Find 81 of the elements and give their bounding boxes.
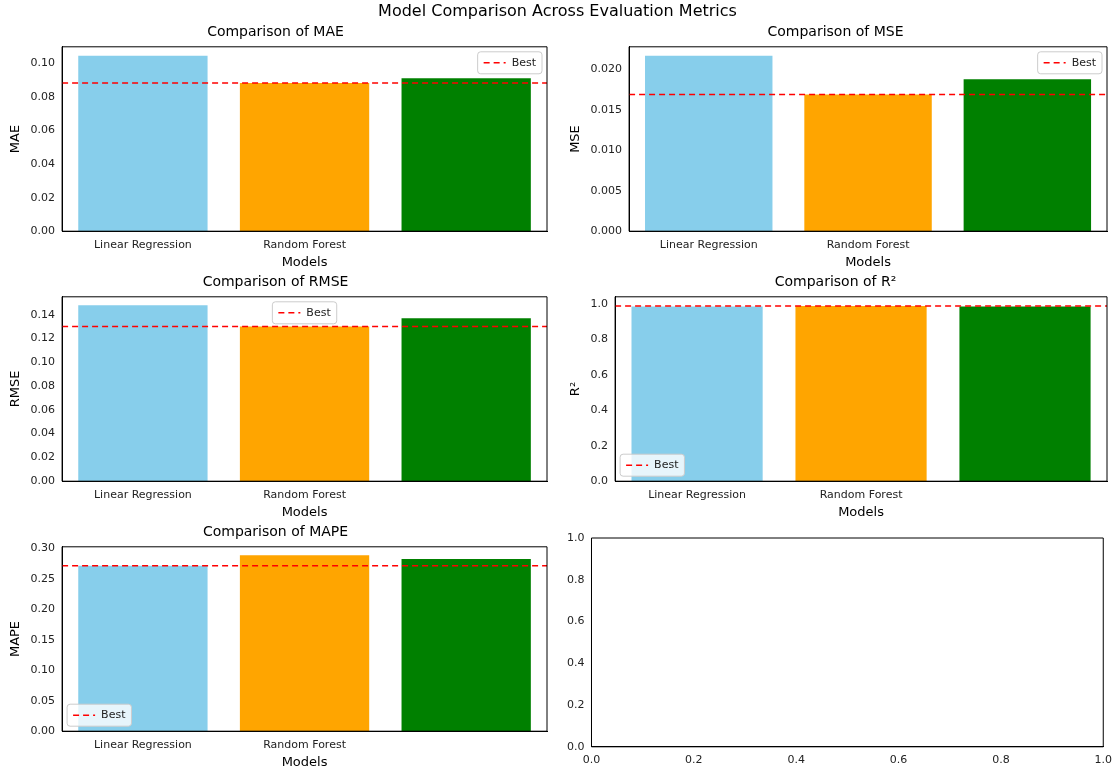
legend-label: Best — [101, 708, 127, 722]
y-tick-label: 0.0 — [590, 474, 609, 488]
y-axis-title: R² — [567, 381, 583, 397]
chart-title: Comparison of R² — [774, 273, 897, 290]
bar — [401, 558, 531, 732]
bar — [78, 305, 208, 482]
x-tick-label: Random Forest — [819, 487, 904, 501]
x-tick-label: Linear Regression — [93, 237, 192, 251]
y-tick-label: 0.8 — [590, 332, 609, 346]
y-tick-label: 0.8 — [566, 572, 585, 586]
y-tick-label: 0.12 — [30, 331, 56, 345]
x-tick-label: 1.0 — [1094, 753, 1112, 767]
x-tick-label: 0.6 — [889, 753, 908, 767]
y-tick-label: 0.10 — [30, 355, 56, 369]
x-tick-label: Random Forest — [263, 487, 347, 501]
legend-label: Best — [306, 305, 332, 319]
y-tick-label: 0.25 — [30, 571, 56, 585]
y-axis-title: MAE — [7, 124, 23, 154]
bar — [963, 79, 1092, 232]
y-tick-label: 0.020 — [590, 62, 623, 76]
y-tick-label: 0.2 — [590, 438, 609, 452]
x-axis-title: Models — [845, 253, 892, 269]
y-tick-label: 0.00 — [30, 724, 56, 738]
x-tick-label: Random Forest — [263, 737, 347, 751]
chart-title: Comparison of MAE — [207, 23, 344, 40]
x-axis-title: Models — [281, 753, 328, 769]
x-tick-label: Random Forest — [263, 237, 347, 251]
x-tick-label: 0.2 — [685, 753, 703, 767]
bar — [645, 55, 773, 232]
y-tick-label: 0.02 — [30, 190, 56, 204]
y-tick-label: 0.00 — [30, 224, 56, 238]
y-tick-label: 0.04 — [30, 157, 56, 170]
bar — [239, 555, 370, 732]
y-tick-label: 0.30 — [30, 541, 56, 555]
y-axis-title: MAPE — [7, 620, 23, 658]
y-tick-label: 0.10 — [30, 663, 56, 677]
x-tick-label: Linear Regression — [659, 237, 758, 251]
x-axis-title: Models — [281, 503, 328, 519]
y-axis-title: RMSE — [7, 370, 23, 408]
y-tick-label: 0.10 — [30, 56, 56, 70]
legend-label: Best — [654, 458, 680, 472]
y-tick-label: 1.0 — [566, 530, 585, 544]
x-axis-title: Models — [281, 253, 328, 269]
bar — [401, 318, 531, 482]
x-axis-title: Models — [838, 503, 885, 519]
y-tick-label: 0.02 — [30, 450, 56, 464]
y-tick-label: 0.015 — [590, 102, 623, 116]
y-tick-label: 0.00 — [30, 474, 56, 488]
x-tick-label: Random Forest — [826, 237, 911, 251]
chart-title: Comparison of MSE — [767, 23, 904, 40]
legend-label: Best — [1071, 55, 1097, 69]
y-tick-label: 0.4 — [566, 656, 585, 670]
bar — [78, 565, 208, 732]
y-tick-label: 1.0 — [590, 296, 609, 310]
chart-title: Comparison of MAPE — [202, 523, 349, 540]
y-tick-label: 0.6 — [590, 367, 609, 381]
y-tick-label: 0.05 — [30, 693, 56, 707]
x-tick-label: Linear Regression — [93, 487, 192, 501]
y-tick-label: 0.6 — [566, 614, 585, 628]
y-tick-label: 0.20 — [30, 602, 56, 616]
y-tick-label: 0.15 — [30, 632, 56, 646]
y-tick-label: 0.000 — [590, 224, 623, 238]
y-tick-label: 0.2 — [566, 697, 585, 711]
y-tick-label: 0.06 — [30, 402, 56, 416]
y-tick-label: 0.005 — [590, 183, 623, 197]
x-tick-label: 0.4 — [787, 753, 805, 767]
y-tick-label: 0.4 — [590, 403, 609, 417]
bar — [804, 94, 932, 232]
x-tick-label: Linear Regression — [648, 487, 747, 501]
y-tick-label: 0.14 — [30, 307, 56, 321]
y-tick-label: 0.08 — [30, 378, 56, 392]
y-tick-label: 0.08 — [30, 89, 56, 103]
legend-label: Best — [511, 55, 537, 69]
text: Model Comparison Across Evaluation Metrics — [378, 0, 737, 22]
y-axis-title: MSE — [567, 125, 583, 153]
x-tick-label: Linear Regression — [93, 737, 192, 751]
chart-title: Comparison of RMSE — [202, 273, 349, 290]
y-tick-label: 0.010 — [590, 143, 623, 157]
y-tick-label: 0.06 — [30, 123, 56, 137]
y-tick-label: 0.04 — [30, 426, 56, 440]
x-tick-label: 0.8 — [992, 753, 1010, 767]
